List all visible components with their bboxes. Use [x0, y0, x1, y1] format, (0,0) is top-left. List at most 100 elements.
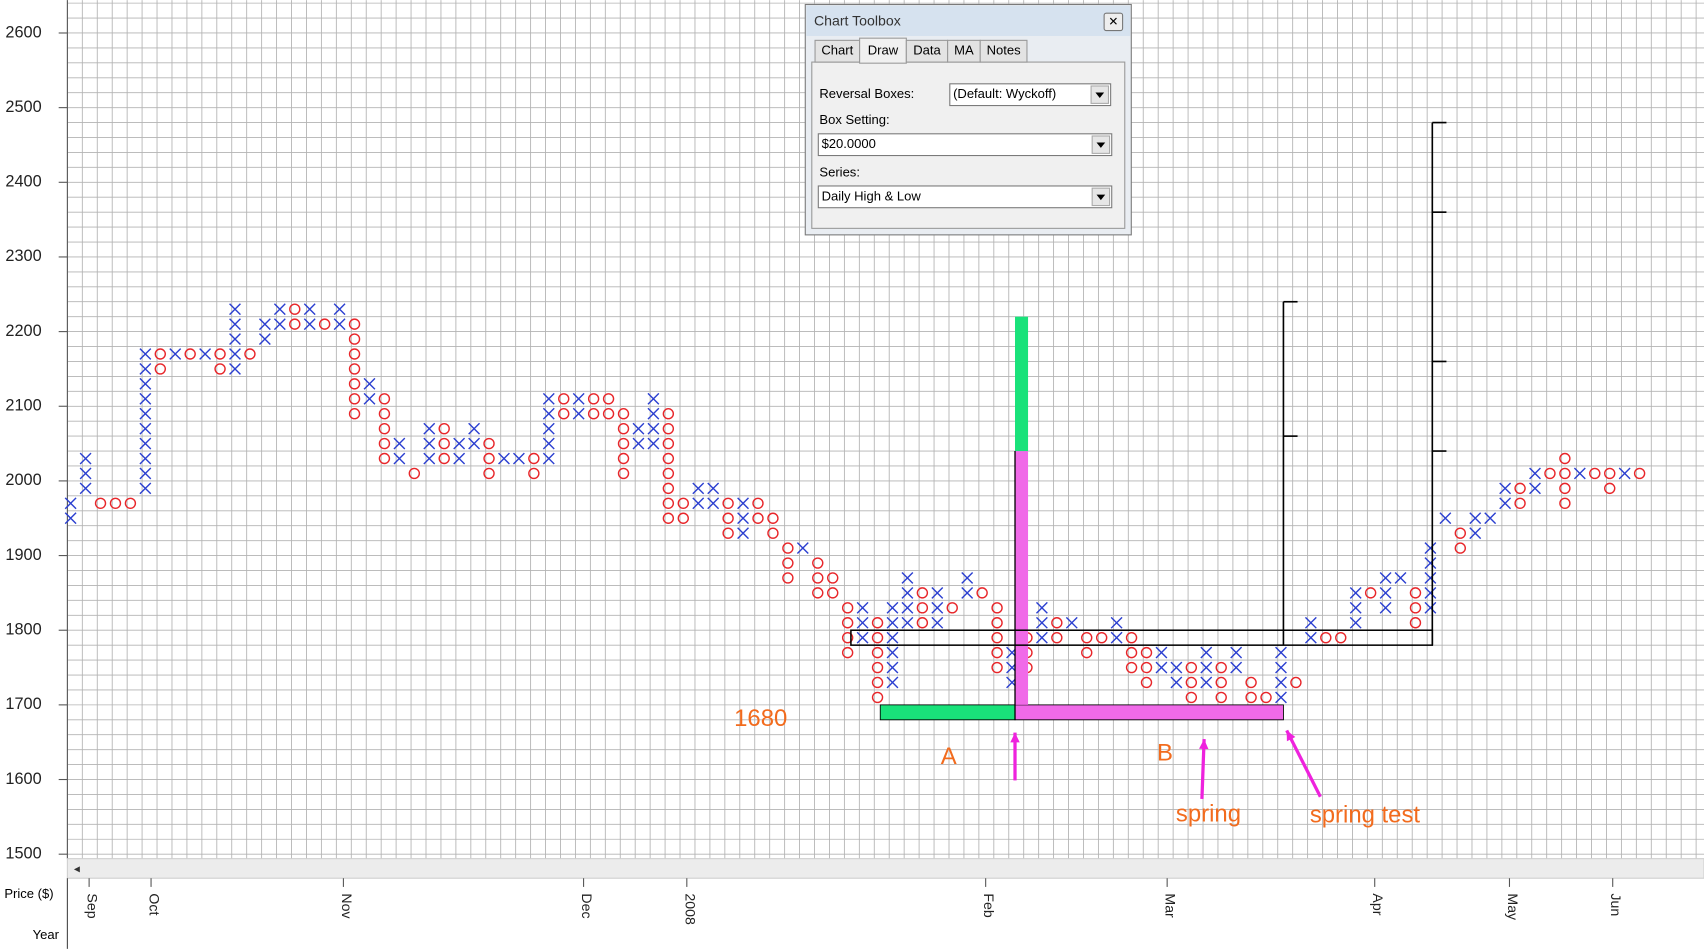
scrollbar[interactable]	[66, 858, 1704, 879]
o-box	[1095, 631, 1108, 644]
o-box	[348, 318, 361, 330]
o-box	[871, 691, 884, 704]
pf-column	[1110, 616, 1123, 644]
o-box	[1544, 467, 1556, 480]
x-box	[542, 452, 555, 465]
pf-column	[1290, 676, 1302, 689]
arrow	[1200, 739, 1206, 799]
o-box	[871, 661, 884, 674]
x-box	[258, 318, 271, 331]
dropdown[interactable]	[817, 133, 1113, 157]
x-box	[139, 437, 152, 450]
o-box	[812, 557, 824, 569]
pf-column	[856, 601, 869, 644]
pf-column	[767, 512, 779, 539]
o-box	[1125, 631, 1138, 644]
o-box	[438, 452, 450, 465]
pf-column	[976, 587, 988, 599]
pf-column	[587, 393, 600, 420]
o-box	[1320, 631, 1332, 644]
o-box	[602, 393, 615, 405]
o-box	[752, 497, 764, 510]
x-box	[632, 437, 645, 450]
x-box	[886, 631, 899, 644]
scroll-left[interactable]: ◂	[74, 862, 80, 876]
tab[interactable]	[979, 39, 1028, 63]
x-box	[1484, 512, 1497, 525]
pf-column	[737, 497, 749, 540]
pf-column	[1245, 676, 1257, 704]
o-box	[94, 497, 107, 510]
o-box	[827, 587, 839, 599]
x-box	[1065, 616, 1078, 629]
o-box	[617, 422, 630, 435]
o-box	[976, 587, 988, 599]
o-box	[348, 378, 361, 390]
x-box	[139, 482, 152, 495]
o-box	[662, 422, 675, 435]
pf-column	[1275, 646, 1287, 704]
x-box	[1424, 601, 1437, 614]
x-box	[1200, 676, 1213, 689]
x-box	[1573, 467, 1586, 480]
tab-label[interactable]: Data	[913, 43, 941, 58]
o-box	[722, 512, 734, 524]
o-box	[1185, 661, 1198, 674]
pf-column	[438, 422, 450, 465]
tab-label[interactable]: MA	[954, 43, 974, 58]
x-box	[1170, 661, 1183, 674]
pf-column	[1304, 616, 1317, 644]
o-box	[1559, 497, 1571, 510]
x-axis-label: Year	[33, 927, 60, 942]
dropdown-value[interactable]: $20.0000	[822, 136, 876, 151]
count-line-a	[879, 704, 1016, 721]
pf-column	[1589, 467, 1601, 480]
arrow-label: spring test	[1310, 802, 1421, 829]
tab-label[interactable]: Chart	[821, 43, 853, 58]
pf-column	[1035, 601, 1048, 644]
o-box	[617, 467, 630, 480]
field-label: Series:	[819, 164, 860, 179]
month-label: Mar	[1163, 893, 1179, 918]
projection-b	[1015, 451, 1029, 705]
x-box	[1424, 542, 1437, 555]
pf-column	[1095, 631, 1108, 644]
dropdown[interactable]	[817, 185, 1113, 209]
x-box	[363, 377, 376, 390]
close-button[interactable]	[1103, 12, 1124, 32]
x-box	[1304, 616, 1317, 629]
tab-label[interactable]: Notes	[987, 43, 1022, 58]
segment-label: B	[1157, 740, 1173, 767]
pf-column	[1200, 646, 1213, 689]
x-box	[1035, 631, 1048, 644]
pf-column	[1514, 482, 1526, 510]
pf-column	[827, 572, 839, 599]
x-box	[139, 377, 152, 390]
count-label: 1680	[734, 705, 787, 732]
dropdown[interactable]	[949, 83, 1112, 107]
dropdown-value[interactable]: (Default: Wyckoff)	[953, 86, 1056, 101]
x-box	[273, 303, 286, 316]
x-box	[886, 616, 899, 629]
segment-label: A	[941, 743, 957, 770]
o-box	[767, 512, 779, 524]
tab-label[interactable]: Draw	[868, 43, 899, 58]
o-box	[528, 467, 540, 480]
o-box	[871, 617, 884, 629]
x-box	[1200, 646, 1213, 659]
chart-toolbox[interactable]: Chart Toolbox ✕ Chart Draw Data MA Notes Rev…	[804, 3, 1132, 236]
dropdown-value[interactable]: Daily High & Low	[822, 188, 922, 203]
pf-column	[378, 393, 391, 465]
x-box	[961, 572, 974, 584]
x-box	[453, 437, 466, 450]
pf-column	[812, 557, 824, 599]
pf-column	[871, 617, 884, 704]
pf-column	[1529, 467, 1541, 495]
x-box	[931, 601, 944, 614]
pf-column	[244, 348, 256, 360]
o-box	[1260, 691, 1272, 704]
x-box	[931, 586, 944, 599]
o-box	[109, 497, 122, 510]
x-box	[1035, 616, 1048, 629]
